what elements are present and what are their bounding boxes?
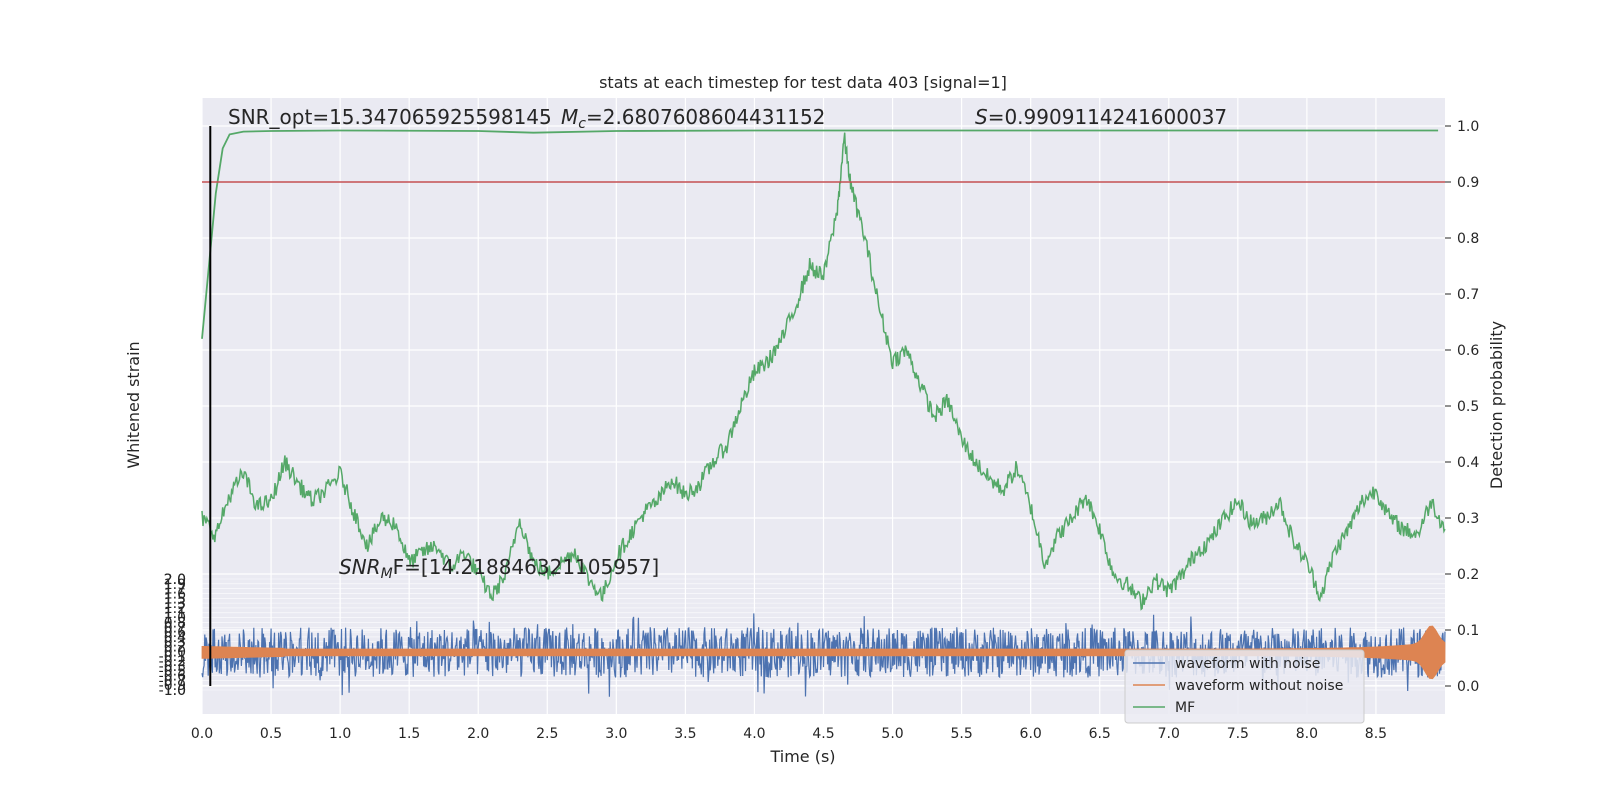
x-tick-label: 2.5	[536, 726, 558, 742]
strain-tick-label: 0.2	[164, 640, 186, 656]
mf-line	[201, 132, 1446, 611]
strain-tick-label: 1.1	[164, 606, 186, 622]
strain-tick-label: 1.7	[164, 582, 186, 598]
legend: waveform with noise waveform without noi…	[1124, 649, 1365, 724]
legend-label-mf: MF	[1175, 700, 1195, 716]
snr-mf-symbol: SNR	[339, 555, 381, 579]
snr-mf-subscript: M	[381, 566, 393, 582]
y-tick-label: 0.5	[1457, 399, 1479, 415]
legend-label-clean: waveform without noise	[1175, 678, 1343, 694]
left-axis-label: Whitened strain	[124, 341, 143, 468]
mc-subscript: c	[578, 116, 586, 132]
s-value: =0.9909114241600037	[988, 105, 1227, 129]
x-tick-label: 1.0	[329, 726, 351, 742]
detection-probability-line	[201, 129, 1439, 339]
y-tick-label: 0.8	[1457, 231, 1479, 247]
x-tick-label: 0.5	[260, 726, 282, 742]
x-tick-label: 2.0	[467, 726, 489, 742]
strain-tick-label: -1.0	[159, 683, 186, 699]
strain-tick-label: 1.2	[164, 601, 186, 617]
strain-tick-label: -0.7	[159, 673, 186, 689]
overlay	[201, 126, 1445, 686]
strain-tick-label: 1.0	[164, 611, 186, 627]
strain-tick-label: -0.5	[159, 664, 186, 680]
strain-tick-label: 0.0	[164, 644, 186, 660]
y-tick-label: 0.7	[1457, 287, 1479, 303]
y-tick-label: 0.3	[1457, 511, 1479, 527]
strain-tick-label: 0.8	[164, 615, 186, 631]
x-tick-label: 3.5	[674, 726, 696, 742]
strain-tick-label: -0.2	[159, 654, 186, 670]
strain-tick-label: -0.6	[159, 669, 186, 685]
strain-tick-label: 0.3	[164, 635, 186, 651]
strain-tick-label: 1.5	[164, 591, 186, 607]
y-tick-label: 1.0	[1457, 119, 1479, 135]
strain-tick-label: 0.4	[164, 630, 186, 646]
y-tick-label: 0.6	[1457, 343, 1479, 359]
y-tick-label: 0.2	[1457, 567, 1479, 583]
strain-tick-label: 1.3	[164, 596, 186, 612]
y-tick-label: 0.1	[1457, 623, 1479, 639]
x-tick-label: 6.0	[1020, 726, 1042, 742]
strain-tick-label: -0.9	[159, 678, 186, 694]
right-axis-label: Detection probability	[1487, 321, 1506, 489]
right-axis-ticks: 0.0 0.1 0.2 0.3 0.4 0.5 0.6 0.7 0.8 0.9 1.0	[1445, 119, 1479, 695]
legend-label-noise: waveform with noise	[1175, 656, 1320, 672]
y-tick-label: 0.4	[1457, 455, 1479, 471]
x-tick-label: 6.5	[1089, 726, 1111, 742]
strain-tick-label: 0.7	[164, 620, 186, 636]
strain-tick-label: -0.3	[159, 659, 186, 675]
x-tick-label: 1.5	[398, 726, 420, 742]
strain-tick-label: 1.6	[164, 586, 186, 602]
strain-tick-label: 0.6	[164, 625, 186, 641]
strain-tick-label-top: 2.0	[164, 572, 186, 588]
mc-symbol: M	[561, 105, 578, 129]
x-tick-label: 4.5	[812, 726, 834, 742]
s-annotation: S=0.9909114241600037	[975, 105, 1227, 129]
x-axis-ticks: 0.0 0.5 1.0 1.5 2.0 2.5 3.0 3.5 4.0 4.5 5.0 5.5 6.0 6…	[191, 726, 1387, 742]
x-axis-label: Time (s)	[769, 747, 835, 766]
s-symbol: S	[975, 105, 988, 129]
y-tick-label: 0.0	[1457, 679, 1479, 695]
snr-mf-annotation: SNRMF=[14.218846321105957]	[339, 555, 659, 582]
x-tick-label: 3.0	[605, 726, 627, 742]
strain-tick-label-bottom: 1.0	[164, 683, 186, 699]
waveform-without-noise-line	[201, 625, 1446, 680]
mf-series	[201, 132, 1446, 611]
strain-tick-label: 2.0	[164, 572, 186, 588]
chart-title: stats at each timestep for test data 403…	[599, 73, 1007, 92]
strain-tick-label: 1.9	[164, 577, 186, 593]
x-tick-label: 8.0	[1296, 726, 1318, 742]
snr-mf-value: F=[14.218846321105957]	[393, 555, 660, 579]
strain-tick-label: -0.1	[159, 649, 186, 665]
x-tick-label: 0.0	[191, 726, 213, 742]
x-tick-label: 8.5	[1365, 726, 1387, 742]
x-tick-label: 5.0	[881, 726, 903, 742]
x-tick-label: 5.5	[950, 726, 972, 742]
x-tick-label: 7.5	[1227, 726, 1249, 742]
mc-annotation: Mc=2.6807608604431152	[561, 105, 825, 132]
x-tick-label: 4.0	[743, 726, 765, 742]
snr-opt-annotation: SNR_opt=15.347065925598145	[228, 105, 552, 129]
x-tick-label: 7.0	[1158, 726, 1180, 742]
mc-value: =2.6807608604431152	[586, 105, 825, 129]
y-tick-label: 0.9	[1457, 175, 1479, 191]
